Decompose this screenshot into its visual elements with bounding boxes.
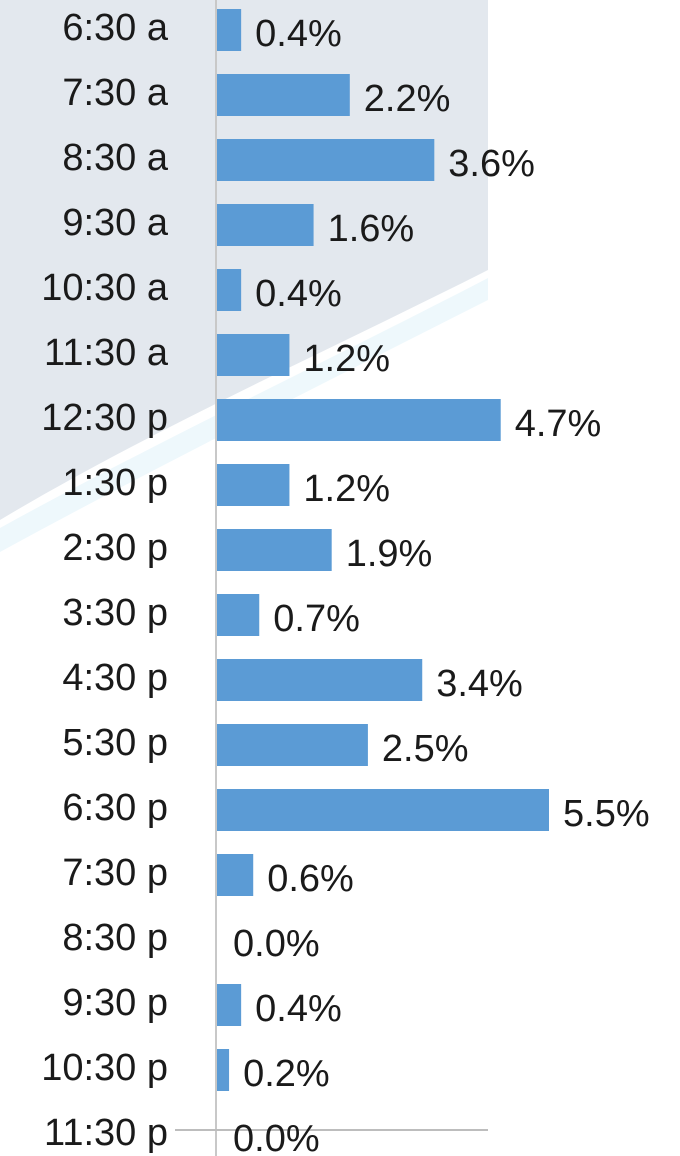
- value-label: 3.4%: [436, 663, 523, 705]
- category-label: 1:30 p: [62, 462, 168, 504]
- value-label: 0.6%: [267, 858, 354, 900]
- category-label: 7:30 a: [62, 72, 169, 114]
- category-label: 8:30 p: [62, 917, 168, 959]
- bar: [217, 724, 368, 766]
- bar: [217, 9, 242, 51]
- value-label: 1.6%: [328, 208, 415, 250]
- value-label: 0.2%: [243, 1053, 330, 1095]
- bar: [217, 139, 435, 181]
- category-label: 7:30 p: [62, 852, 168, 894]
- bar: [217, 529, 332, 571]
- value-label: 0.4%: [255, 273, 342, 315]
- value-label: 0.0%: [233, 923, 320, 965]
- value-label: 4.7%: [515, 403, 602, 445]
- category-label: 6:30 p: [62, 787, 168, 829]
- value-label: 0.4%: [255, 988, 342, 1030]
- category-label: 9:30 a: [62, 202, 169, 244]
- bar: [217, 789, 549, 831]
- bar: [217, 74, 350, 116]
- value-label: 1.2%: [303, 338, 390, 380]
- category-label: 9:30 p: [62, 982, 168, 1024]
- background-panel: [0, 0, 488, 520]
- bar: [217, 334, 290, 376]
- bar: [217, 399, 501, 441]
- category-label: 3:30 p: [62, 592, 168, 634]
- category-label: 11:30 p: [44, 1112, 168, 1154]
- category-label: 2:30 p: [62, 527, 168, 569]
- value-label: 0.0%: [233, 1118, 320, 1156]
- value-label: 0.7%: [273, 598, 360, 640]
- bar: [217, 269, 242, 311]
- bar: [217, 464, 290, 506]
- value-label: 1.2%: [303, 468, 390, 510]
- bar: [217, 594, 260, 636]
- category-label: 6:30 a: [62, 7, 169, 49]
- bar: [217, 1049, 230, 1091]
- bar: [217, 984, 242, 1026]
- value-label: 5.5%: [563, 793, 650, 835]
- value-label: 2.5%: [382, 728, 469, 770]
- category-label: 12:30 p: [41, 397, 168, 439]
- bar: [217, 659, 423, 701]
- category-label: 8:30 a: [62, 137, 169, 179]
- value-label: 1.9%: [346, 533, 433, 575]
- category-label: 5:30 p: [62, 722, 168, 764]
- value-label: 0.4%: [255, 13, 342, 55]
- bar: [217, 204, 314, 246]
- value-label: 3.6%: [448, 143, 535, 185]
- category-label: 10:30 a: [41, 267, 169, 309]
- category-label: 10:30 p: [41, 1047, 168, 1089]
- category-label: 4:30 p: [62, 657, 168, 699]
- category-label: 11:30 a: [44, 332, 169, 374]
- bar: [217, 854, 254, 896]
- value-label: 2.2%: [364, 78, 451, 120]
